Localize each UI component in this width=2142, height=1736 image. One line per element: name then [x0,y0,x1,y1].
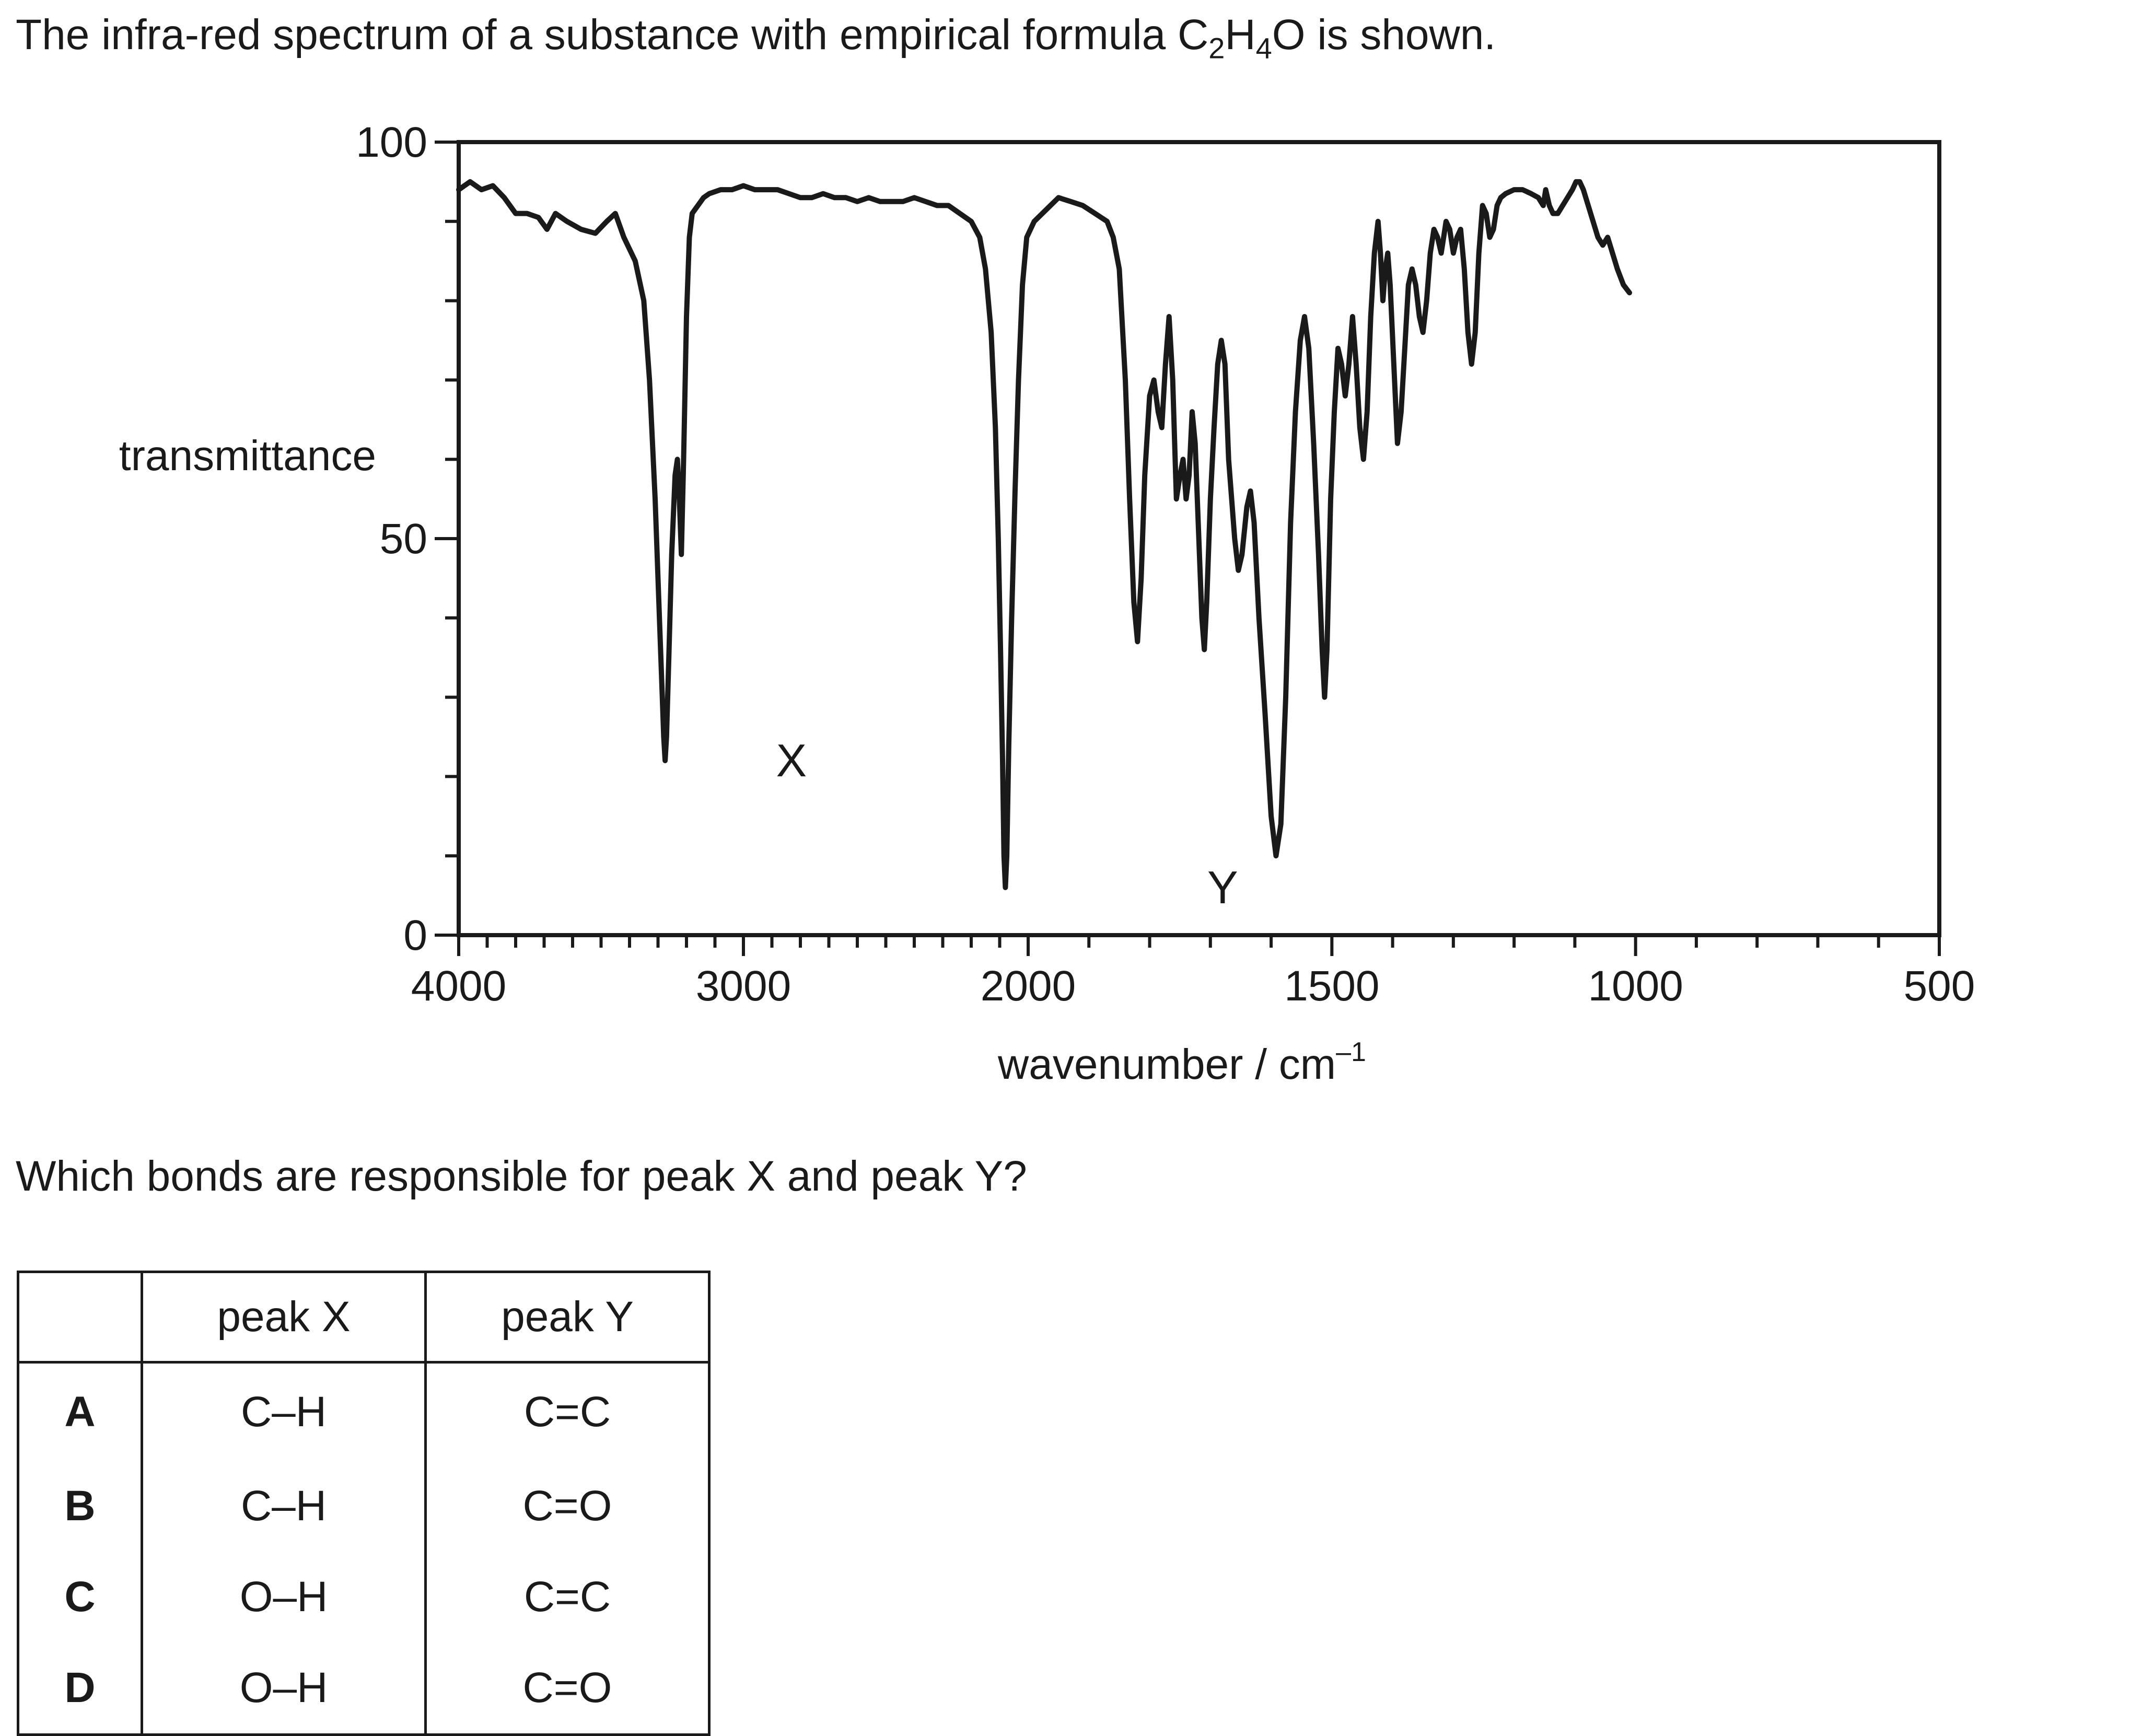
x-tick-label: 3000 [696,962,791,1010]
option-letter[interactable]: A [17,1361,143,1461]
intro-part-1: The infra-red spectrum of a substance wi… [16,11,1209,59]
y-tick-label: 50 [380,515,427,563]
intro-part-2: H [1225,11,1256,59]
x-tick-label: 4000 [411,962,506,1010]
option-peak-y: C=O [424,1461,711,1552]
option-peak-x: O–H [141,1642,427,1736]
peak-label-x: X [776,735,807,786]
x-axis-label-main: wavenumber / cm [997,1041,1336,1088]
option-letter[interactable]: D [17,1642,143,1736]
intro-text: The infra-red spectrum of a substance wi… [16,10,1496,65]
table-header-peak-y: peak Y [424,1271,711,1364]
option-peak-x: C–H [141,1361,427,1461]
option-peak-y: C=O [424,1642,711,1736]
option-peak-y: C=C [424,1361,711,1461]
question-text: Which bonds are responsible for peak X a… [16,1152,1027,1200]
option-letter[interactable]: B [17,1461,143,1552]
table-row[interactable]: B C–H C=O [17,1461,711,1552]
y-tick-label: 100 [356,119,427,166]
x-tick-label: 1000 [1588,962,1683,1010]
y-axis-label: transmittance [119,432,376,480]
intro-part-3: O is shown. [1272,11,1496,59]
subscript-2: 2 [1208,31,1225,65]
option-letter[interactable]: C [17,1552,143,1642]
table-header-row: peak X peak Y [17,1271,711,1364]
y-tick-label: 0 [403,912,427,959]
x-tick-label: 500 [1904,962,1975,1010]
option-peak-y: C=C [424,1552,711,1642]
option-peak-x: O–H [141,1552,427,1642]
ir-spectrum-chart: 0 50 100 4000 3000 2000 1500 1000 500 X Y transm… [119,119,1975,1088]
spectrum-series-line [456,179,1632,890]
x-tick-label: 1500 [1284,962,1379,1010]
table-row[interactable]: C O–H C=C [17,1552,711,1642]
option-peak-x: C–H [141,1461,427,1552]
table-header-peak-x: peak X [141,1271,427,1364]
x-axis-label-sup: –1 [1336,1037,1366,1067]
table-row[interactable]: A C–H C=C [17,1361,711,1461]
subscript-4: 4 [1255,31,1272,65]
answer-table: peak X peak Y A C–H C=C B C–H C=O C O–H … [17,1271,711,1736]
x-tick-label: 2000 [981,962,1076,1010]
x-axis-label: wavenumber / cm–1 [997,1037,1366,1088]
peak-label-y: Y [1207,861,1238,913]
table-header-empty [17,1271,143,1364]
table-row[interactable]: D O–H C=O [17,1642,711,1736]
